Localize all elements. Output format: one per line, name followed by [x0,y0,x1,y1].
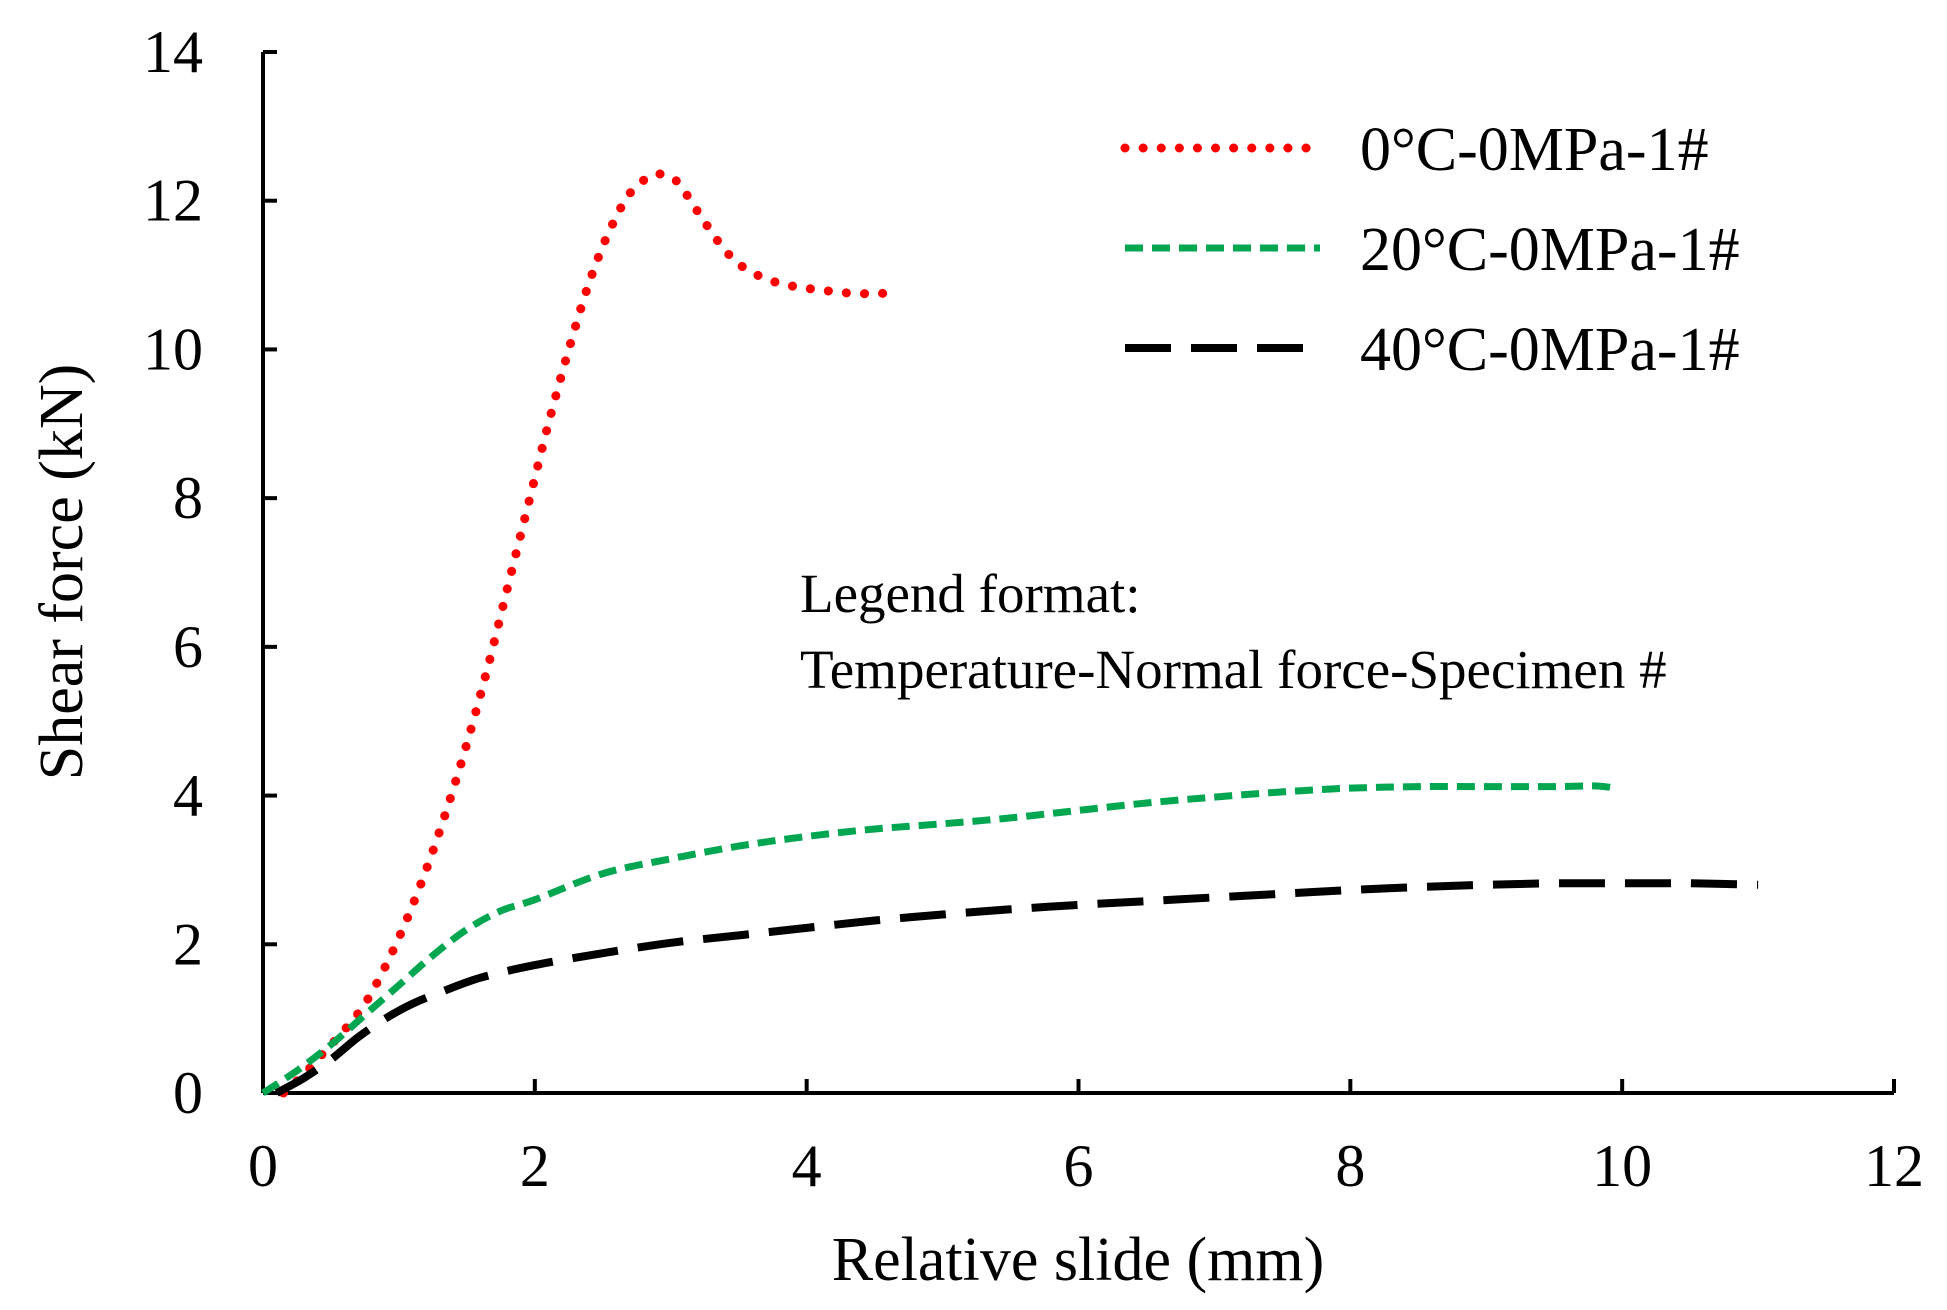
series-line-2 [274,879,1759,1097]
x-axis-title: Relative slide (mm) [832,1226,1324,1294]
x-tick-label: 10 [1592,1133,1652,1199]
x-tick-label: 2 [520,1133,550,1199]
y-axis-title: Shear force (kN) [28,364,96,781]
x-tick-label: 12 [1864,1133,1924,1199]
x-tick-label: 6 [1064,1133,1094,1199]
series-line-1 [261,782,1616,1096]
legend-format-note-line1: Legend format: [800,563,1141,624]
y-tick-label: 2 [173,911,203,977]
y-tick-label: 8 [173,465,203,531]
legend-label-0: 0°C-0MPa-1# [1360,116,1709,184]
x-tick-label: 8 [1335,1133,1365,1199]
axis-ticks: 0 2 4 6 8 10 12 0 2 4 6 8 10 12 14 [143,19,1924,1199]
series-lines [261,169,1759,1098]
legend-label-1: 20°C-0MPa-1# [1360,216,1740,284]
y-tick-label: 10 [143,316,203,382]
y-tick-label: 6 [173,614,203,680]
y-tick-label: 0 [173,1060,203,1126]
y-tick-label: 12 [143,168,203,234]
x-tick-label: 4 [792,1133,822,1199]
legend-format-note-line2: Temperature-Normal force-Specimen # [800,639,1667,700]
legend-label-2: 40°C-0MPa-1# [1360,316,1740,384]
y-tick-label: 14 [143,19,203,85]
y-tick-label: 4 [173,763,203,829]
legend: 0°C-0MPa-1# 20°C-0MPa-1# 40°C-0MPa-1# [1120,116,1740,384]
x-tick-label: 0 [248,1133,278,1199]
series-line-0 [278,169,893,1098]
